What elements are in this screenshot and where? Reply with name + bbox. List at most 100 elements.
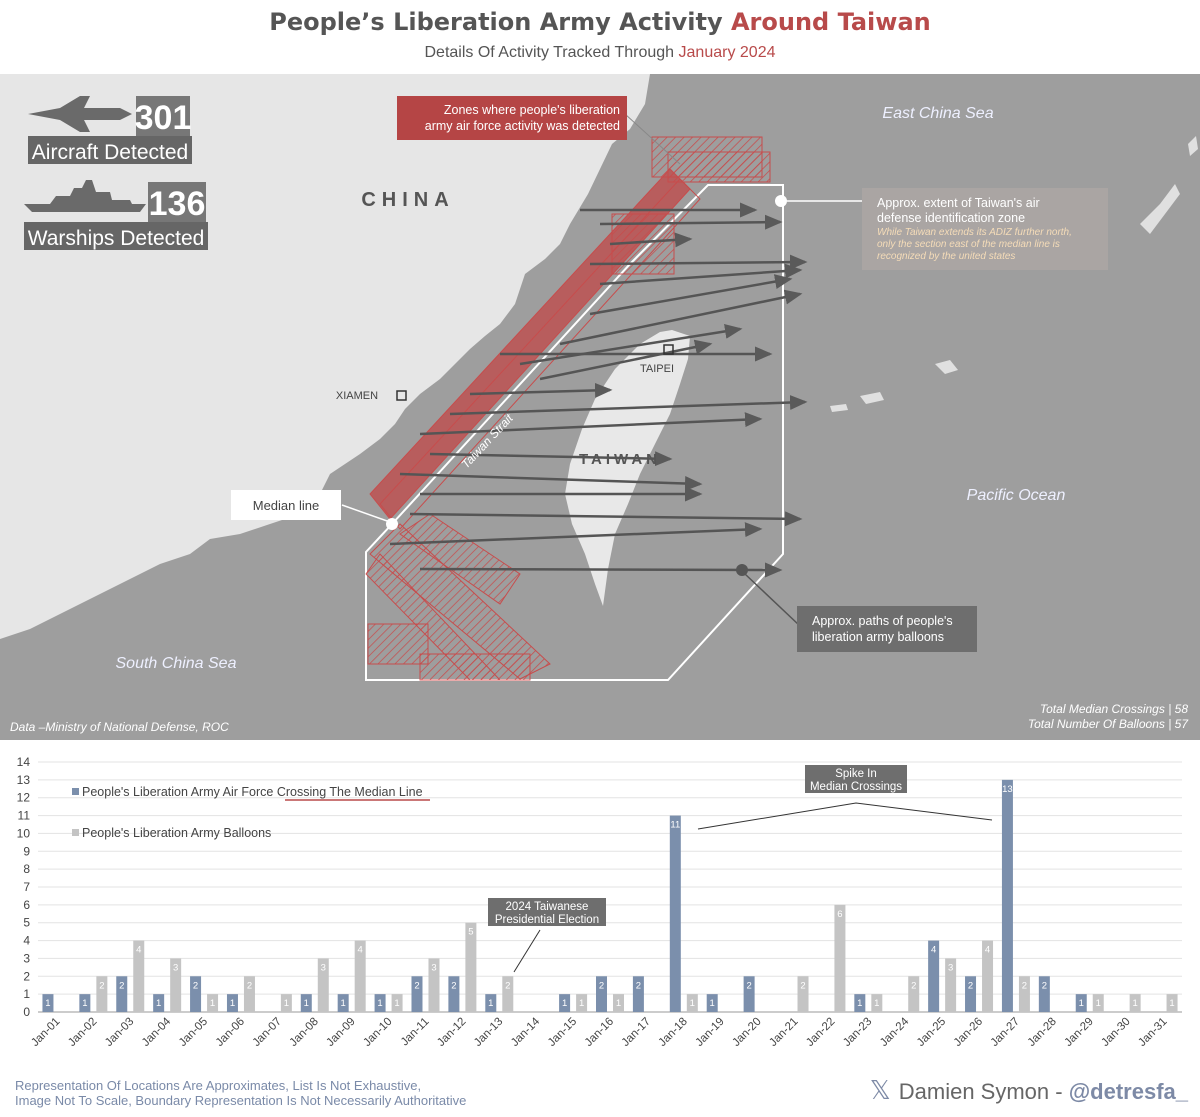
- china-label: CHINA: [361, 189, 454, 211]
- adiz-callout-line1: Approx. extent of Taiwan's air: [877, 196, 1040, 210]
- x-tick-label: Jan-10: [361, 1016, 394, 1049]
- x-tick-label: Jan-11: [399, 1016, 432, 1049]
- bar-balloons: [243, 976, 255, 1012]
- bar-value-label: 1: [1169, 998, 1174, 1009]
- aircraft-paths: [389, 202, 808, 578]
- zones-leader: [624, 113, 681, 165]
- bar-balloons: [207, 994, 219, 1012]
- adiz-callout-note2: only the section east of the median line…: [877, 239, 1060, 250]
- legend-swatch-balloons: [72, 829, 79, 836]
- bar-value-label: 1: [210, 998, 215, 1009]
- bar-value-label: 2: [193, 980, 198, 991]
- bar-value-label: 1: [156, 998, 161, 1009]
- x-tick-label: Jan-18: [657, 1016, 690, 1049]
- bar-crossings: [669, 815, 681, 1012]
- election-annotation-line2: Presidential Election: [495, 914, 599, 926]
- title-accent: Around Taiwan: [730, 8, 931, 36]
- y-tick-label: 10: [17, 826, 31, 840]
- bar-balloons: [133, 940, 145, 1012]
- bar-value-label: 1: [874, 998, 879, 1009]
- bar-balloons: [908, 976, 920, 1012]
- bar-crossings: [743, 976, 755, 1012]
- balloon-leader: [744, 573, 801, 627]
- taiwan-island: [565, 330, 690, 606]
- bar-value-label: 4: [358, 945, 363, 956]
- aircraft-count: 301: [135, 99, 192, 137]
- bar-value-label: 1: [616, 998, 621, 1009]
- bar-balloons: [317, 958, 329, 1012]
- bar-value-label: 6: [837, 909, 842, 920]
- balloon-callout-line2: liberation army balloons: [812, 630, 944, 644]
- x-tick-label: Jan-02: [66, 1016, 99, 1049]
- bar-crossings: [928, 940, 940, 1012]
- y-tick-label: 5: [23, 916, 30, 930]
- warship-count: 136: [149, 185, 206, 223]
- x-tick-label: Jan-17: [620, 1016, 653, 1049]
- bar-balloons: [280, 994, 292, 1012]
- bar-value-label: 1: [562, 998, 567, 1009]
- x-tick-label: Jan-03: [103, 1016, 136, 1049]
- bar-value-label: 1: [690, 998, 695, 1009]
- bar-crossings: [854, 994, 866, 1012]
- bar-value-label: 1: [394, 998, 399, 1009]
- bar-crossings: [485, 994, 497, 1012]
- legend-label-balloons: People's Liberation Army Balloons: [82, 826, 271, 840]
- median-marker: [386, 518, 398, 530]
- bar-balloons: [834, 904, 846, 1012]
- page-header: People’s Liberation Army Activity Around…: [0, 0, 1200, 74]
- bar-value-label: 13: [1002, 784, 1013, 795]
- subtitle-accent: January 2024: [678, 44, 776, 61]
- bar-value-label: 1: [377, 998, 382, 1009]
- y-tick-label: 7: [23, 880, 30, 894]
- spike-annotation-line1: Spike In: [835, 768, 877, 780]
- y-tick-label: 4: [23, 934, 30, 948]
- adiz-callout-note1: While Taiwan extends its ADIZ further no…: [877, 227, 1072, 238]
- legend-label-crossings: People's Liberation Army Air Force Cross…: [82, 785, 423, 799]
- x-tick-label: Jan-20: [730, 1016, 763, 1049]
- xiamen-marker: [396, 390, 407, 401]
- bar-value-label: 11: [670, 820, 680, 831]
- bar-crossings: [559, 994, 571, 1012]
- x-tick-label: Jan-01: [29, 1016, 62, 1049]
- zones-callout-line2: army air force activity was detected: [425, 119, 620, 133]
- adiz-marker: [775, 195, 787, 207]
- bar-value-label: 2: [746, 980, 751, 991]
- legend-swatch-crossings: [72, 788, 79, 795]
- bar-value-label: 5: [468, 927, 473, 938]
- bar-crossings: [300, 994, 312, 1012]
- bar-balloons: [982, 940, 994, 1012]
- x-tick-label: Jan-15: [546, 1016, 579, 1049]
- y-tick-label: 12: [17, 791, 31, 805]
- x-tick-label: Jan-14: [509, 1015, 543, 1049]
- median-callout-text: Median line: [253, 498, 320, 513]
- credit-name: Damien Symon -: [898, 1079, 1063, 1104]
- median-leader: [341, 504, 391, 523]
- x-tick-label: Jan-26: [952, 1016, 985, 1049]
- bar-value-label: 1: [1079, 998, 1084, 1009]
- bar-balloons: [96, 976, 108, 1012]
- x-tick-label: Jan-27: [989, 1016, 1022, 1049]
- bar-value-label: 1: [1096, 998, 1101, 1009]
- bar-value-label: 3: [321, 962, 326, 973]
- bar-value-label: 1: [1132, 998, 1137, 1009]
- bar-balloons: [945, 958, 957, 1012]
- taipei-marker: [663, 344, 674, 355]
- credit-handle[interactable]: @detresfa_: [1068, 1079, 1188, 1104]
- bar-crossings: [448, 976, 460, 1012]
- zones-callout-line1: Zones where people's liberation: [444, 103, 620, 117]
- y-tick-label: 0: [23, 1005, 30, 1019]
- aircraft-stat: 301 Aircraft Detected: [28, 96, 192, 164]
- bar-crossings: [226, 994, 238, 1012]
- x-tick-label: Jan-25: [915, 1016, 948, 1049]
- bar-value-label: 1: [857, 998, 862, 1009]
- data-source: Data –Ministry of National Defense, ROC: [10, 720, 229, 734]
- x-tick-label: Jan-16: [583, 1016, 616, 1049]
- east-china-sea-label: East China Sea: [882, 105, 993, 122]
- bar-balloons: [391, 994, 403, 1012]
- bar-value-label: 1: [341, 998, 346, 1009]
- election-annotation: 2024 Taiwanese Presidential Election: [488, 898, 606, 973]
- bar-value-label: 1: [488, 998, 493, 1009]
